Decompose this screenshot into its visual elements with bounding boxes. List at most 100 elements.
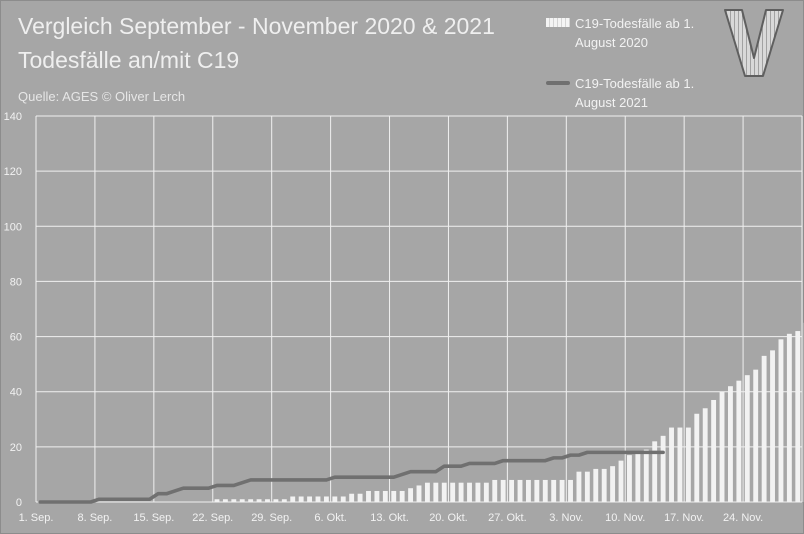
bar-2020 [584, 471, 590, 502]
legend-swatch-2020 [546, 18, 570, 27]
bar-2020 [635, 452, 641, 502]
x-tick-label: 22. Sep. [192, 512, 233, 524]
bar-2020 [517, 479, 523, 502]
x-axis: 1. Sep. 8. Sep. 15. Sep. 22. Sep. 29. Sep. 6.… [19, 512, 764, 524]
bar-2020 [770, 350, 775, 502]
bar-2020 [374, 490, 380, 502]
v-logo-icon [724, 9, 784, 77]
bar-2020 [525, 479, 531, 502]
bar-2020 [711, 399, 717, 502]
bar-2020 [239, 499, 245, 502]
bar-2020 [660, 435, 666, 502]
bar-2020 [694, 413, 700, 502]
bar-2020 [408, 488, 414, 502]
x-tick-label: 20. Okt. [429, 512, 468, 524]
bar-2020 [349, 493, 355, 502]
x-tick-label: 17. Nov. [664, 512, 704, 524]
x-tick-label: 3. Nov. [549, 512, 583, 524]
grid-lines [35, 115, 803, 503]
bar-2020 [433, 482, 439, 502]
bar-2020 [593, 468, 599, 502]
bar-2020 [290, 496, 296, 502]
bar-2020 [323, 496, 329, 502]
bar-2020 [382, 490, 388, 502]
bar-2020 [559, 479, 565, 502]
bar-2020 [475, 482, 481, 502]
bar-2020 [256, 499, 262, 502]
bar-2020 [214, 499, 220, 502]
y-tick-label: 80 [10, 276, 22, 288]
bar-2020 [677, 427, 683, 502]
bar-2020 [795, 331, 801, 502]
y-tick-label: 140 [4, 111, 22, 123]
bar-2020 [340, 496, 346, 502]
bar-2020 [669, 427, 674, 502]
x-tick-label: 1. Sep. [19, 512, 54, 524]
bar-2020 [416, 485, 422, 502]
bar-2020 [534, 479, 540, 502]
bar-2020 [610, 466, 616, 502]
bar-2020 [618, 460, 624, 502]
bar-2020 [500, 479, 506, 502]
bar-2020 [450, 482, 456, 502]
bar-2020 [391, 490, 397, 502]
line-2021 [38, 450, 665, 504]
bar-2020 [551, 479, 557, 502]
bar-2020 [307, 496, 313, 502]
bar-2020 [761, 355, 767, 502]
bar-2020 [786, 333, 792, 502]
x-tick-label: 29. Sep. [251, 512, 292, 524]
x-tick-label: 27. Okt. [488, 512, 527, 524]
bar-2020 [424, 482, 430, 502]
bar-2020 [626, 455, 632, 502]
y-tick-label: 40 [10, 387, 22, 399]
chart-title-line2: Todesfälle an/mit C19 [18, 47, 240, 73]
bar-2020 [222, 499, 228, 502]
x-tick-label: 13. Okt. [370, 512, 409, 524]
bar-2020 [719, 391, 725, 502]
bar-2020 [778, 339, 784, 502]
legend-label-2021: C19-Todesfälle ab 1. August 2021 [575, 76, 695, 110]
bar-2020 [248, 499, 254, 502]
legend-swatch-2021 [546, 81, 570, 85]
bar-2020 [601, 468, 607, 502]
legend-label-2020: C19-Todesfälle ab 1. August 2020 [575, 16, 695, 50]
bar-2020 [576, 471, 582, 502]
bar-2020 [458, 482, 464, 502]
bar-2020 [728, 386, 733, 502]
bar-2020 [399, 490, 405, 502]
bar-2020 [273, 499, 279, 502]
bar-2020 [753, 369, 759, 502]
y-tick-label: 100 [4, 221, 22, 233]
bar-2020 [467, 482, 472, 502]
x-tick-label: 8. Sep. [77, 512, 112, 524]
bar-series-2020 [214, 322, 804, 502]
bar-2020 [702, 408, 708, 502]
line-series-2021 [38, 450, 665, 504]
y-tick-label: 20 [10, 442, 22, 454]
bar-2020 [265, 499, 270, 502]
y-axis: 0 20 40 60 80 100 120 140 [4, 111, 22, 509]
bar-2020 [231, 499, 237, 502]
bar-2020 [652, 441, 658, 502]
bar-2020 [281, 499, 287, 502]
x-tick-label: 15. Sep. [133, 512, 174, 524]
bar-2020 [483, 482, 489, 502]
x-tick-label: 10. Nov. [605, 512, 645, 524]
chart-title-line1: Vergleich September - November 2020 & 20… [18, 13, 495, 39]
y-tick-label: 0 [16, 497, 22, 509]
bar-2020 [332, 496, 338, 502]
y-tick-label: 60 [10, 332, 22, 344]
bar-2020 [298, 496, 304, 502]
bar-2020 [568, 479, 573, 502]
chart-source: Quelle: AGES © Oliver Lerch [18, 89, 186, 104]
bar-2020 [736, 380, 742, 502]
bar-2020 [509, 479, 515, 502]
bar-2020 [744, 375, 750, 502]
bar-2020 [357, 493, 363, 502]
bar-2020 [366, 490, 371, 502]
y-tick-label: 120 [4, 166, 22, 178]
x-tick-label: 6. Okt. [314, 512, 346, 524]
bar-2020 [685, 427, 691, 502]
